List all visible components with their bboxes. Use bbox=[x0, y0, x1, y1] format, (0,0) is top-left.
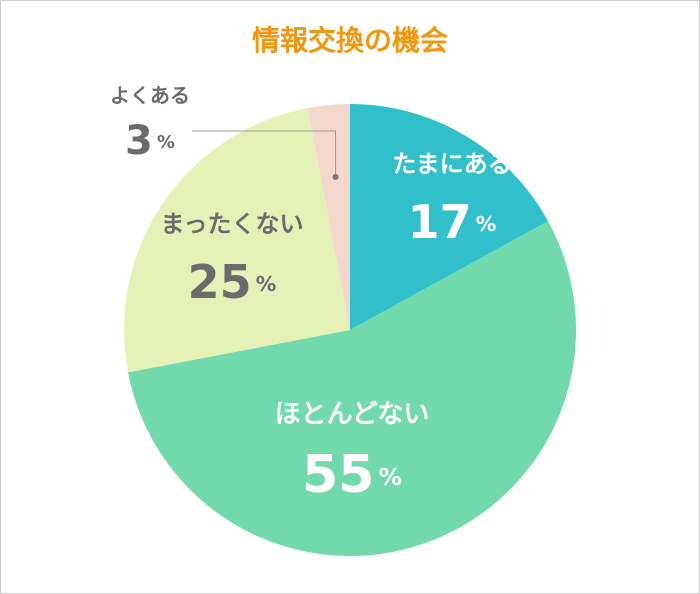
value-label: 55% bbox=[302, 445, 402, 505]
pie-slice bbox=[124, 108, 350, 373]
slice-label: まったくない bbox=[160, 210, 303, 238]
pie-slice bbox=[128, 221, 576, 556]
slice-label: よくある bbox=[110, 84, 190, 108]
value-label: 17% bbox=[408, 195, 497, 249]
labels: たまにある 17 % ほとんどない 55 % まったくない 25 % よくある 3% bbox=[110, 84, 512, 506]
pie bbox=[124, 104, 576, 556]
leader-dot bbox=[332, 174, 339, 181]
chart-title: 情報交換の機会 bbox=[252, 24, 448, 57]
pie-slice bbox=[307, 104, 350, 330]
slice-label: たまにある bbox=[392, 150, 511, 178]
leader-line bbox=[192, 130, 337, 178]
slice-label: ほとんどない bbox=[275, 400, 430, 430]
value-label: 3% bbox=[125, 118, 175, 164]
pie-slice bbox=[350, 104, 549, 330]
value-label: 25% bbox=[188, 255, 277, 309]
